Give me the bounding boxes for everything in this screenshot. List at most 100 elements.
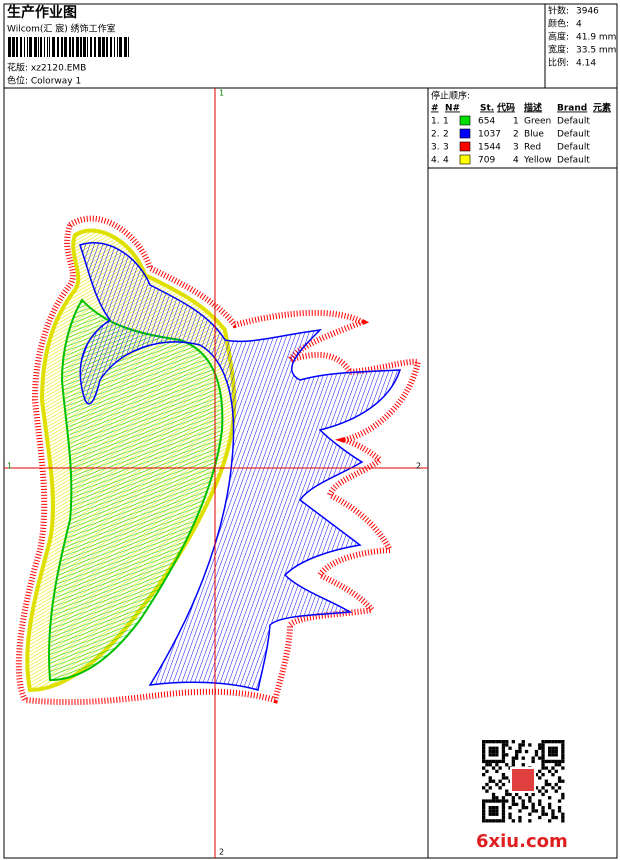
qr-cell [511,759,515,764]
qr-cell [561,746,565,750]
qr-cell [498,819,502,823]
row-needle: 3 [443,143,449,153]
qr-cell [548,806,552,810]
qr-cell [554,763,558,767]
bar [119,37,122,57]
qr-cell [505,763,509,767]
column-header: N# [445,104,460,114]
qr-logo [510,767,536,793]
qr-cell [548,769,552,773]
qr-cell [524,806,529,810]
watermark: 6xiu.com [476,831,568,852]
design-file: 花版: xz2120.EMB [7,62,86,74]
bar [38,37,39,57]
qr-cell [554,815,558,820]
qr-cell [501,812,506,816]
qr-cell [561,759,565,764]
qr-cell [511,756,515,760]
qr-cell [511,802,515,806]
bar [24,37,25,57]
bar [76,37,79,57]
qr-cell [515,749,519,754]
color-swatch [459,154,471,165]
qr-cell [538,802,542,806]
qr-cell [541,740,545,744]
qr-cell [561,819,565,823]
color-swatch [459,115,471,126]
qr-cell [488,776,492,780]
qr-cell [485,763,489,767]
qr-cell [495,809,499,813]
title: 生产作业图 [7,4,77,21]
qr-cell [518,746,522,750]
qr-cell [531,759,535,764]
qr-cell [534,749,539,754]
bar [27,37,28,57]
qr-cell [495,806,499,810]
qr-cell [557,786,562,790]
qr-cell [485,819,489,823]
qr-cell [521,756,525,760]
qr-cell [501,806,506,810]
qr-cell [485,782,489,787]
qr-cell [534,786,539,790]
bar [12,37,15,57]
row-index: 2. [431,130,440,140]
qr-cell [501,773,506,777]
qr-cell [518,819,522,823]
qr-cell [495,812,499,816]
qr-cell [491,792,496,797]
qr-cell [491,766,496,770]
qr-cell [491,746,496,750]
qr-cell [508,792,512,797]
qr-cell [501,809,506,813]
qr-cell [561,753,565,757]
qr-cell [551,773,555,777]
axis-label: 2 [416,462,421,471]
bar [94,37,96,57]
qr-cell [488,753,492,757]
qr-cell [541,763,545,767]
qr-cell [538,743,542,747]
axis-label: 1 [219,89,224,98]
qr-cell [541,749,545,754]
bar [114,37,115,57]
qr-cell [491,740,496,744]
qr-cell [557,809,562,813]
qr-cell [534,809,539,813]
bar [40,37,42,57]
qr-cell [495,763,499,767]
bar [8,37,11,57]
column-header: 元素 [593,102,611,114]
qr-cell [518,743,522,747]
row-needle: 2 [443,130,449,140]
qr-cell [495,819,499,823]
row-stitches: 654 [478,117,495,127]
bar [52,37,55,57]
qr-cell [488,799,492,803]
qr-cell [521,799,525,803]
qr-cell [551,759,555,764]
qr-cell [498,766,502,770]
qr-cell [495,782,499,787]
qr-cell [501,799,506,803]
bar [110,37,112,57]
row-needle: 1 [443,117,449,127]
qr-cell [521,743,525,747]
qr-cell [531,756,535,760]
qr-cell [561,796,565,800]
bar [90,37,92,57]
qr-cell [501,819,506,823]
qr-cell [508,746,512,750]
qr-cell [554,789,558,793]
column-header: # [431,104,439,114]
qr-cell [544,779,548,783]
qr-cell [561,756,565,760]
qr-cell [501,776,506,780]
bar [34,37,37,57]
info-label: 宽度: [548,44,569,56]
qr-cell [518,796,522,800]
qr-cell [488,779,492,783]
qr-cell [548,759,552,764]
